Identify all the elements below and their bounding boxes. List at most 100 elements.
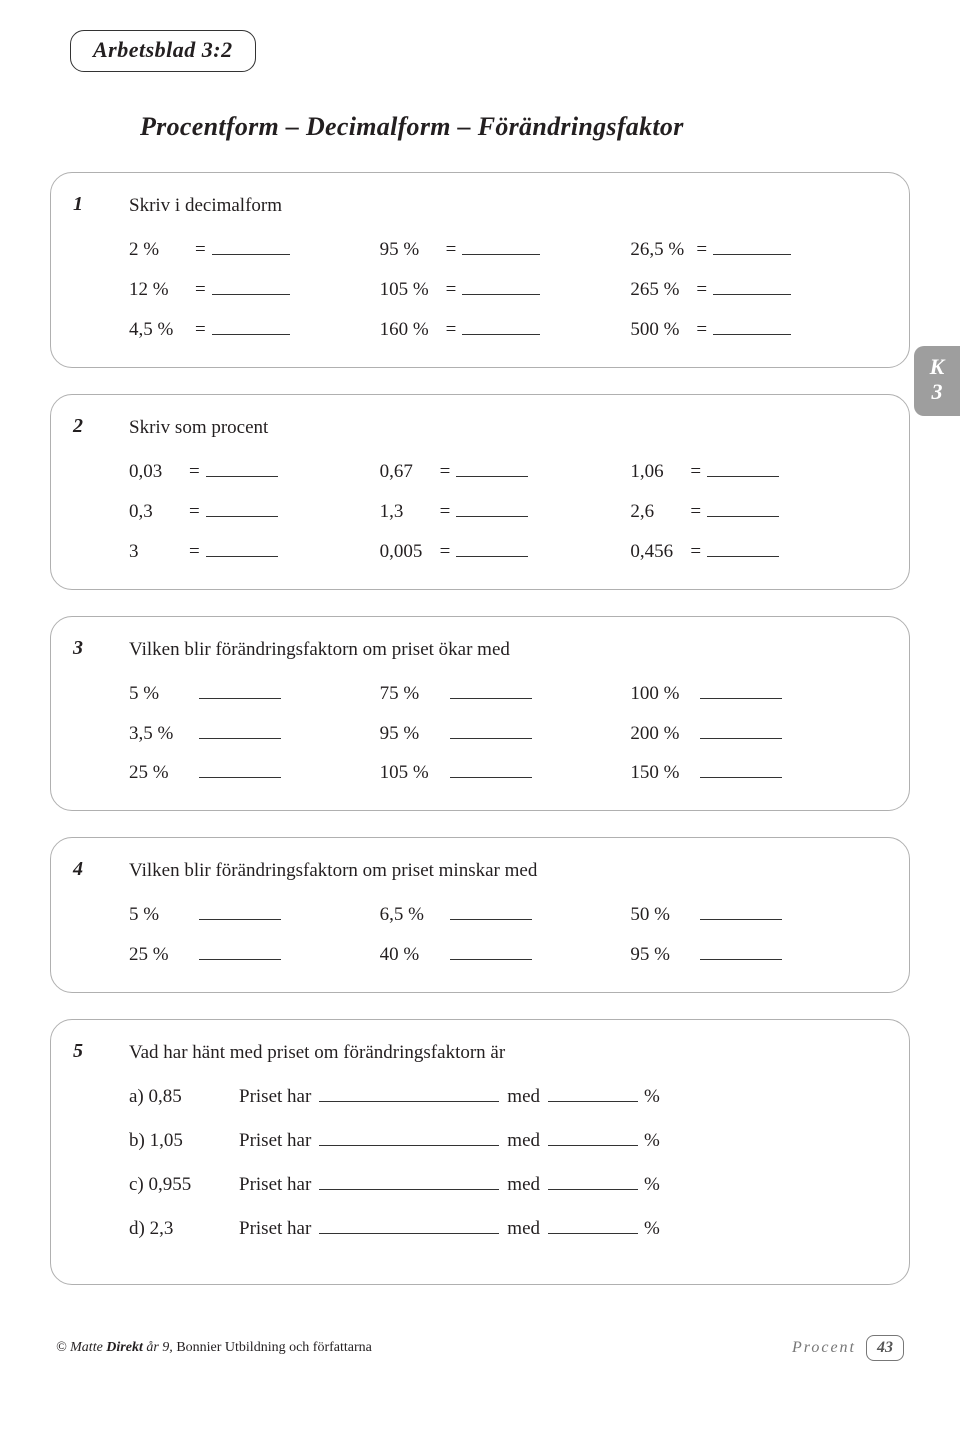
answer-blank[interactable]: [713, 235, 791, 255]
equals-sign: =: [446, 239, 457, 261]
equals-sign: =: [696, 279, 707, 301]
answer-blank[interactable]: [462, 235, 540, 255]
grid-cell: 5 %: [129, 900, 370, 926]
answer-blank[interactable]: [713, 315, 791, 335]
answer-blank[interactable]: [450, 940, 532, 960]
q5-priset-har: Priset har: [239, 1218, 311, 1240]
question-2-number: 2: [73, 415, 83, 438]
footer-brand: Matte: [70, 1340, 106, 1355]
cell-label: 2,6: [630, 501, 686, 523]
answer-blank[interactable]: [456, 497, 528, 517]
cell-label: 5 %: [129, 683, 199, 705]
q5-letter-value: b) 1,05: [129, 1130, 239, 1152]
grid-cell: 0,3=: [129, 497, 370, 523]
answer-blank[interactable]: [199, 900, 281, 920]
answer-blank[interactable]: [707, 537, 779, 557]
answer-blank[interactable]: [450, 719, 532, 739]
q5-blank-percent[interactable]: [548, 1214, 638, 1234]
q5-blank-percent[interactable]: [548, 1170, 638, 1190]
answer-blank[interactable]: [700, 759, 782, 779]
q5-priset-har: Priset har: [239, 1086, 311, 1108]
footer-copyright: © Matte Direkt år 9, Bonnier Utbildning …: [56, 1340, 372, 1356]
answer-blank[interactable]: [206, 537, 278, 557]
question-3-prompt: Vilken blir förändringsfaktorn om priset…: [129, 639, 871, 661]
equals-sign: =: [440, 501, 451, 523]
answer-blank[interactable]: [212, 235, 290, 255]
question-1-prompt: Skriv i decimalform: [129, 195, 871, 217]
grid-cell: 0,67=: [380, 457, 621, 483]
answer-blank[interactable]: [206, 457, 278, 477]
answer-blank[interactable]: [462, 315, 540, 335]
equals-sign: =: [195, 239, 206, 261]
grid-cell: 75 %: [380, 679, 621, 705]
cell-label: 5 %: [129, 904, 199, 926]
cell-label: 0,456: [630, 541, 686, 563]
answer-blank[interactable]: [450, 679, 532, 699]
answer-blank[interactable]: [199, 719, 281, 739]
q5-blank-action[interactable]: [319, 1214, 499, 1234]
answer-blank[interactable]: [212, 275, 290, 295]
grid-cell: 25 %: [129, 940, 370, 966]
footer-brand-suffix: år 9,: [143, 1340, 173, 1355]
q5-blank-percent[interactable]: [548, 1126, 638, 1146]
answer-blank[interactable]: [199, 759, 281, 779]
answer-blank[interactable]: [450, 900, 532, 920]
question-4-grid: 5 %6,5 %50 %25 %40 %95 %: [129, 900, 871, 966]
page-footer: © Matte Direkt år 9, Bonnier Utbildning …: [50, 1335, 910, 1361]
equals-sign: =: [446, 319, 457, 341]
q5-blank-action[interactable]: [319, 1082, 499, 1102]
footer-brand-bold: Direkt: [106, 1340, 143, 1355]
footer-page-number: 43: [866, 1335, 904, 1361]
answer-blank[interactable]: [206, 497, 278, 517]
answer-blank[interactable]: [456, 537, 528, 557]
answer-blank[interactable]: [456, 457, 528, 477]
cell-label: 105 %: [380, 279, 442, 301]
q5-letter-value: a) 0,85: [129, 1086, 239, 1108]
answer-blank[interactable]: [700, 679, 782, 699]
cell-label: 12 %: [129, 279, 191, 301]
answer-blank[interactable]: [212, 315, 290, 335]
equals-sign: =: [189, 541, 200, 563]
answer-blank[interactable]: [199, 679, 281, 699]
cell-label: 26,5 %: [630, 239, 692, 261]
answer-blank[interactable]: [199, 940, 281, 960]
q5-blank-action[interactable]: [319, 1170, 499, 1190]
cell-label: 95 %: [630, 944, 700, 966]
q5-blank-action[interactable]: [319, 1126, 499, 1146]
question-2-prompt: Skriv som procent: [129, 417, 871, 439]
q5-med: med: [507, 1174, 540, 1196]
answer-blank[interactable]: [707, 457, 779, 477]
q5-percent-sign: %: [644, 1086, 660, 1108]
equals-sign: =: [690, 501, 701, 523]
q5-blank-percent[interactable]: [548, 1082, 638, 1102]
equals-sign: =: [189, 501, 200, 523]
cell-label: 105 %: [380, 762, 450, 784]
cell-label: 4,5 %: [129, 319, 191, 341]
grid-cell: 2,6=: [630, 497, 871, 523]
equals-sign: =: [690, 461, 701, 483]
grid-cell: 25 %: [129, 759, 370, 785]
side-tab-line1: K: [914, 354, 960, 379]
question-3-number: 3: [73, 637, 83, 660]
q5-med: med: [507, 1218, 540, 1240]
answer-blank[interactable]: [450, 759, 532, 779]
answer-blank[interactable]: [700, 940, 782, 960]
grid-cell: 150 %: [630, 759, 871, 785]
answer-blank[interactable]: [700, 900, 782, 920]
footer-topic: Procent: [792, 1339, 856, 1357]
q5-letter-value: c) 0,955: [129, 1174, 239, 1196]
cell-label: 1,3: [380, 501, 436, 523]
answer-blank[interactable]: [462, 275, 540, 295]
grid-cell: 200 %: [630, 719, 871, 745]
question-1-box: 1 Skriv i decimalform 2 %=95 %=26,5 %=12…: [50, 172, 910, 368]
q5-priset-har: Priset har: [239, 1130, 311, 1152]
grid-cell: 12 %=: [129, 275, 370, 301]
answer-blank[interactable]: [713, 275, 791, 295]
grid-cell: 105 %: [380, 759, 621, 785]
worksheet-header-box: Arbetsblad 3:2: [70, 30, 256, 72]
q5-letter-value: d) 2,3: [129, 1218, 239, 1240]
answer-blank[interactable]: [700, 719, 782, 739]
answer-blank[interactable]: [707, 497, 779, 517]
cell-label: 265 %: [630, 279, 692, 301]
cell-label: 25 %: [129, 762, 199, 784]
